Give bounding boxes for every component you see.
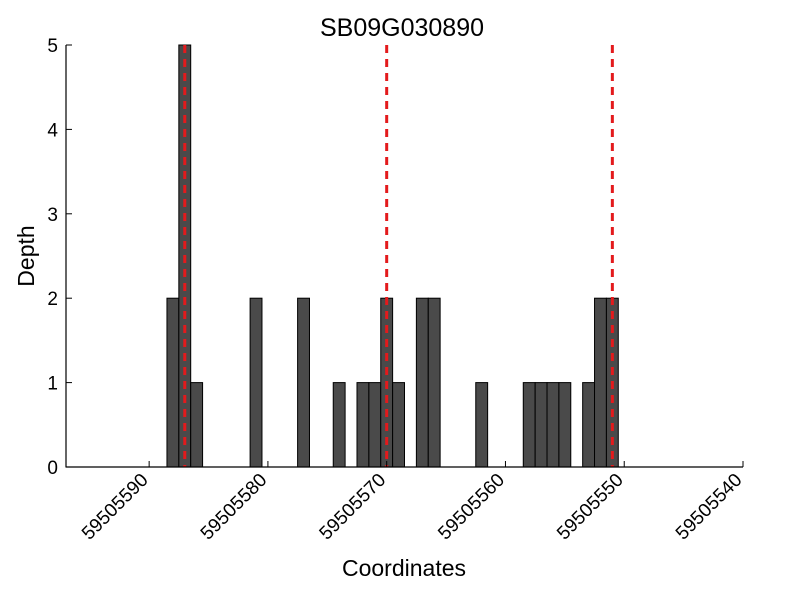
depth-bar (534, 382, 548, 468)
y-tick-label: 0 (47, 458, 58, 479)
depth-bar (332, 382, 346, 468)
y-tick-label: 4 (47, 120, 58, 141)
x-tick-label: 59505590 (78, 470, 153, 545)
depth-bar (415, 297, 429, 468)
y-tick-label: 1 (47, 374, 58, 395)
y-ticks-group: 0 1 2 3 4 5 (47, 36, 72, 479)
y-tick-label: 2 (47, 289, 58, 310)
x-ticks-group: 59505590 59505580 59505570 59505560 59505550… (78, 461, 747, 545)
x-axis-label: Coordinates (342, 555, 466, 581)
depth-bar (522, 382, 536, 468)
depth-bar (190, 382, 204, 468)
depth-bar (475, 382, 489, 468)
x-tick-label: 59505580 (197, 470, 272, 545)
depth-bar (166, 297, 180, 468)
depth-bar (356, 382, 370, 468)
x-tick-label: 59505540 (672, 470, 747, 545)
depth-bar (368, 382, 382, 468)
x-tick-label: 59505570 (316, 470, 391, 545)
axes-group (65, 45, 743, 468)
depth-bar (249, 297, 263, 468)
depth-bar (582, 382, 596, 468)
chart-title: SB09G030890 (320, 14, 484, 42)
x-tick-label: 59505560 (434, 470, 509, 545)
depth-bar (427, 297, 441, 468)
bars-group (166, 44, 619, 468)
y-tick-label: 3 (47, 205, 58, 226)
depth-bar (546, 382, 560, 468)
x-tick-label: 59505550 (553, 470, 628, 545)
y-axis-label: Depth (13, 225, 39, 286)
depth-bar (297, 297, 310, 468)
depth-bar (558, 382, 572, 468)
y-tick-label: 5 (47, 36, 58, 57)
reference-lines-group (183, 45, 614, 467)
depth-bar (594, 297, 607, 468)
depth-bar (392, 382, 405, 468)
